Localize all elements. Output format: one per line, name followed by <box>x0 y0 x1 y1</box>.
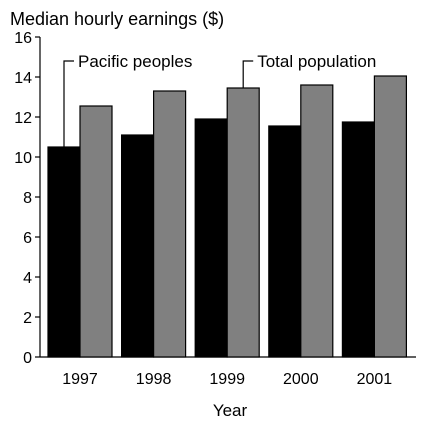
y-tick-label: 14 <box>14 70 32 87</box>
legend-callout-total-population <box>242 60 254 88</box>
y-tick-label: 12 <box>14 110 32 127</box>
y-axis-label: Median hourly earnings ($) <box>10 9 224 29</box>
legend-label-pacific-peoples: Pacific peoples <box>78 52 192 71</box>
y-tick-label: 4 <box>23 270 32 287</box>
y-axis-ticks: 0 2 4 6 8 10 12 14 16 <box>14 30 40 367</box>
bar-pacific-peoples-1999 <box>194 118 228 358</box>
bars <box>47 75 407 358</box>
bar-total-population-2000 <box>300 84 334 358</box>
bar-total-population-2001 <box>373 75 407 358</box>
bar-pacific-peoples-1998 <box>120 134 155 358</box>
y-tick-label: 6 <box>23 230 32 247</box>
y-tick-label: 8 <box>23 190 32 207</box>
legend: Pacific peoples Total population <box>63 52 376 147</box>
bar-pacific-peoples-2001 <box>341 121 375 358</box>
legend-callout-pacific-peoples <box>63 60 74 147</box>
bar-total-population-1999 <box>226 87 260 358</box>
x-tick-label: 1999 <box>209 371 245 388</box>
x-tick-label: 2000 <box>283 371 319 388</box>
x-tick-label: 1998 <box>136 371 172 388</box>
bar-total-population-1997 <box>79 105 113 358</box>
x-axis-ticks: 1997 1998 1999 2000 2001 <box>62 371 392 388</box>
y-tick-label: 16 <box>14 30 32 47</box>
y-tick-label: 0 <box>23 350 32 367</box>
legend-label-total-population: Total population <box>257 52 376 71</box>
bar-pacific-peoples-1997 <box>47 146 81 358</box>
y-tick-label: 10 <box>14 150 32 167</box>
x-axis-label: Year <box>213 401 248 420</box>
x-tick-label: 1997 <box>62 371 98 388</box>
y-tick-label: 2 <box>23 310 32 327</box>
bar-total-population-1998 <box>153 90 187 358</box>
bar-pacific-peoples-2000 <box>268 125 302 358</box>
x-tick-label: 2001 <box>357 371 393 388</box>
